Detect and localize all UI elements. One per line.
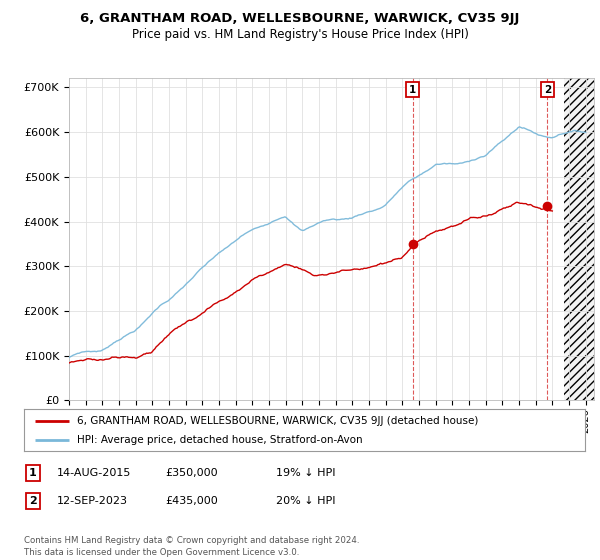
Text: £435,000: £435,000 xyxy=(165,496,218,506)
Text: 1: 1 xyxy=(409,85,416,95)
Text: Contains HM Land Registry data © Crown copyright and database right 2024.
This d: Contains HM Land Registry data © Crown c… xyxy=(24,536,359,557)
Text: 2: 2 xyxy=(29,496,37,506)
Text: 19% ↓ HPI: 19% ↓ HPI xyxy=(276,468,335,478)
Text: 6, GRANTHAM ROAD, WELLESBOURNE, WARWICK, CV35 9JJ (detached house): 6, GRANTHAM ROAD, WELLESBOURNE, WARWICK,… xyxy=(77,416,479,426)
Text: 20% ↓ HPI: 20% ↓ HPI xyxy=(276,496,335,506)
Text: 12-SEP-2023: 12-SEP-2023 xyxy=(57,496,128,506)
Text: 14-AUG-2015: 14-AUG-2015 xyxy=(57,468,131,478)
Text: Price paid vs. HM Land Registry's House Price Index (HPI): Price paid vs. HM Land Registry's House … xyxy=(131,28,469,41)
Text: 2: 2 xyxy=(544,85,551,95)
Text: £350,000: £350,000 xyxy=(165,468,218,478)
Text: 6, GRANTHAM ROAD, WELLESBOURNE, WARWICK, CV35 9JJ: 6, GRANTHAM ROAD, WELLESBOURNE, WARWICK,… xyxy=(80,12,520,25)
Text: 1: 1 xyxy=(29,468,37,478)
Text: HPI: Average price, detached house, Stratford-on-Avon: HPI: Average price, detached house, Stra… xyxy=(77,435,363,445)
